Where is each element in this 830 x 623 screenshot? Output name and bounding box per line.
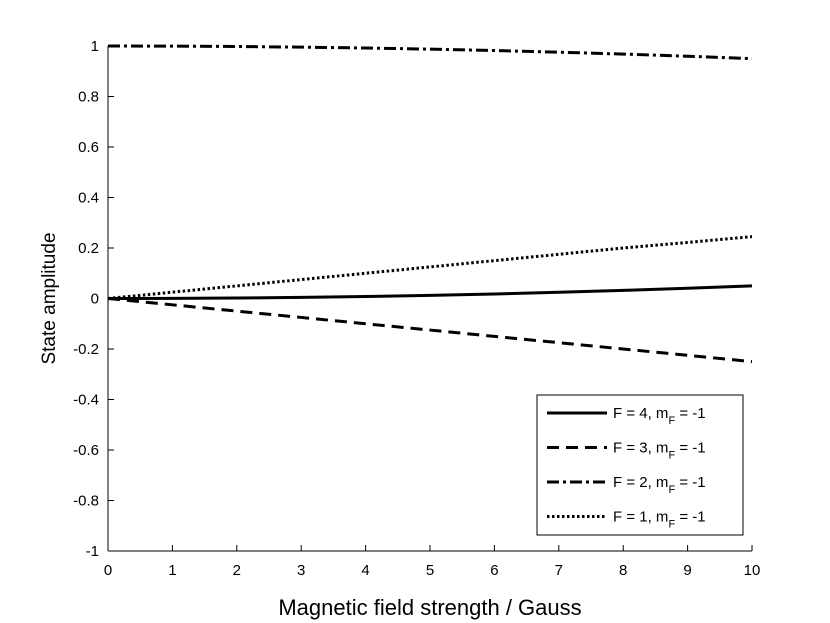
- y-tick-label: 0.6: [78, 139, 99, 156]
- y-tick-label: 1: [91, 38, 99, 55]
- y-tick-label: -1: [86, 543, 99, 560]
- x-tick-label: 3: [297, 562, 305, 579]
- y-tick-label: -0.2: [73, 341, 99, 358]
- x-tick-label: 7: [555, 562, 563, 579]
- plot-lines: [107, 44, 753, 364]
- y-tick-label: 0.8: [78, 89, 99, 106]
- x-tick-label: 8: [619, 562, 627, 579]
- y-axis-title: State amplitude: [39, 232, 60, 364]
- y-tick-label: -0.8: [73, 493, 99, 510]
- y-tick-label: 0.2: [78, 240, 99, 257]
- x-tick-label: 10: [744, 562, 761, 579]
- legend-label-1: F = 4, mF = -1: [613, 405, 706, 427]
- x-tick-label: 0: [104, 562, 112, 579]
- series-line-1: [107, 284, 753, 300]
- x-tick-label: 9: [683, 562, 691, 579]
- legend-label-3: F = 2, mF = -1: [613, 474, 706, 496]
- y-tick-label: 0.4: [78, 190, 99, 207]
- y-tick-label: 0: [91, 291, 99, 308]
- x-tick-label: 5: [426, 562, 434, 579]
- legend-label-2: F = 3, mF = -1: [613, 440, 706, 462]
- x-tick-label: 2: [233, 562, 241, 579]
- legend: F = 4, mF = -1 F = 3, mF = -1 F = 2, mF = …: [536, 394, 744, 536]
- x-tick-label: 6: [490, 562, 498, 579]
- legend-box: [536, 394, 744, 536]
- series-line-2: [107, 297, 753, 364]
- x-tick-label: 1: [168, 562, 176, 579]
- x-tick-label: 4: [361, 562, 369, 579]
- y-tick-label: -0.6: [73, 442, 99, 459]
- ticks: 0 1 2 3 4 5 6 7 8 9 10 -1 -0.8 -0.6 -0.4 -0.2 0 0.2 0.4 0.6…: [73, 38, 760, 579]
- x-axis-title: Magnetic field strength / Gauss: [278, 595, 581, 620]
- series-line-3: [107, 44, 753, 61]
- legend-label-4: F = 1, mF = -1: [613, 509, 706, 531]
- y-tick-label: -0.4: [73, 392, 99, 409]
